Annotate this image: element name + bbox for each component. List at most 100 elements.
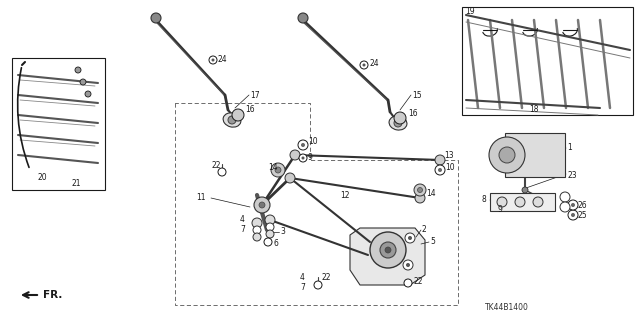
Text: 9: 9 <box>308 152 313 161</box>
Circle shape <box>406 263 410 267</box>
Text: 19: 19 <box>465 8 475 17</box>
Text: 25: 25 <box>578 211 588 219</box>
Circle shape <box>265 215 275 225</box>
Circle shape <box>298 13 308 23</box>
Circle shape <box>252 218 262 228</box>
Circle shape <box>290 150 300 160</box>
Circle shape <box>435 155 445 165</box>
Circle shape <box>75 67 81 73</box>
Text: 9: 9 <box>497 204 502 213</box>
Text: 13: 13 <box>444 151 454 160</box>
Circle shape <box>571 213 575 217</box>
Polygon shape <box>350 228 425 285</box>
Circle shape <box>218 168 226 176</box>
Text: 17: 17 <box>250 91 260 100</box>
Text: 22: 22 <box>211 160 221 169</box>
Circle shape <box>228 116 236 124</box>
Text: 16: 16 <box>245 106 255 115</box>
Text: 2: 2 <box>422 226 427 234</box>
Text: 1: 1 <box>567 144 572 152</box>
Text: 11: 11 <box>196 194 205 203</box>
Text: FR.: FR. <box>43 290 62 300</box>
Circle shape <box>405 233 415 243</box>
Ellipse shape <box>223 113 241 127</box>
Circle shape <box>435 165 445 175</box>
Circle shape <box>209 56 217 64</box>
Circle shape <box>301 143 305 147</box>
Text: 10: 10 <box>445 162 454 172</box>
Circle shape <box>275 167 281 173</box>
Circle shape <box>266 223 274 231</box>
Circle shape <box>253 226 261 234</box>
Circle shape <box>299 154 307 162</box>
Text: 4: 4 <box>240 216 245 225</box>
Circle shape <box>497 197 507 207</box>
Circle shape <box>394 112 406 124</box>
Circle shape <box>560 202 570 212</box>
Text: 10: 10 <box>308 137 317 146</box>
Bar <box>490 193 555 211</box>
Circle shape <box>522 187 528 193</box>
Text: 18: 18 <box>529 106 538 115</box>
Circle shape <box>211 58 214 62</box>
Circle shape <box>571 203 575 207</box>
Circle shape <box>301 157 305 160</box>
Circle shape <box>259 202 265 208</box>
Circle shape <box>271 163 285 177</box>
Text: 14: 14 <box>268 162 278 172</box>
Text: 3: 3 <box>280 227 285 236</box>
Text: 4: 4 <box>300 273 305 283</box>
Circle shape <box>563 205 567 209</box>
Circle shape <box>560 192 570 202</box>
Bar <box>462 7 633 115</box>
Text: 22: 22 <box>322 273 332 283</box>
Text: 7: 7 <box>240 226 245 234</box>
Text: 20: 20 <box>38 174 47 182</box>
Text: 5: 5 <box>430 238 435 247</box>
Circle shape <box>394 119 402 127</box>
Text: 14: 14 <box>426 189 436 197</box>
Circle shape <box>515 197 525 207</box>
Circle shape <box>489 137 525 173</box>
Bar <box>505 133 565 177</box>
Text: 6: 6 <box>273 240 278 249</box>
Circle shape <box>285 173 295 183</box>
Text: 23: 23 <box>567 170 577 180</box>
Text: 26: 26 <box>578 201 588 210</box>
Circle shape <box>314 281 322 289</box>
Circle shape <box>568 200 578 210</box>
Text: 15: 15 <box>412 91 422 100</box>
Circle shape <box>151 13 161 23</box>
Text: 16: 16 <box>408 108 418 117</box>
Circle shape <box>298 140 308 150</box>
Circle shape <box>80 79 86 85</box>
Circle shape <box>385 247 391 253</box>
Circle shape <box>403 260 413 270</box>
Circle shape <box>360 61 368 69</box>
Circle shape <box>264 238 272 246</box>
Circle shape <box>568 210 578 220</box>
Ellipse shape <box>389 116 407 130</box>
Text: 7: 7 <box>300 284 305 293</box>
Circle shape <box>266 230 274 238</box>
Circle shape <box>415 193 425 203</box>
Circle shape <box>404 279 412 287</box>
Text: 22: 22 <box>413 278 422 286</box>
Text: 21: 21 <box>72 179 81 188</box>
Circle shape <box>499 147 515 163</box>
Circle shape <box>414 184 426 196</box>
Circle shape <box>438 168 442 172</box>
Circle shape <box>253 233 261 241</box>
Circle shape <box>232 109 244 121</box>
Text: 8: 8 <box>482 196 487 204</box>
Circle shape <box>563 195 567 199</box>
Text: 24: 24 <box>218 56 228 64</box>
Text: TK44B1400: TK44B1400 <box>485 303 529 313</box>
Circle shape <box>417 188 422 192</box>
Circle shape <box>85 91 91 97</box>
Circle shape <box>254 197 270 213</box>
Text: 12: 12 <box>340 191 349 201</box>
Circle shape <box>370 232 406 268</box>
Circle shape <box>362 63 365 66</box>
Text: 24: 24 <box>369 60 379 69</box>
